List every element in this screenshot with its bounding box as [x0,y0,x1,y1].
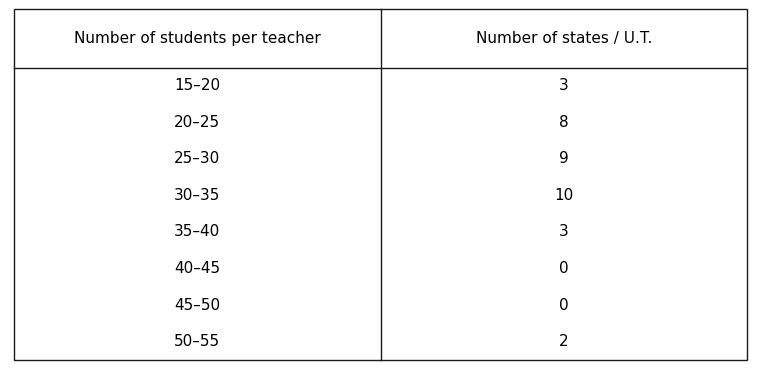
Text: 30–35: 30–35 [174,188,220,203]
Text: 0: 0 [559,297,568,313]
Text: 8: 8 [559,115,568,130]
Text: 25–30: 25–30 [174,151,220,166]
Text: 2: 2 [559,334,568,349]
Text: 0: 0 [559,261,568,276]
Text: 9: 9 [559,151,568,166]
Text: 3: 3 [559,78,568,93]
Text: 10: 10 [554,188,574,203]
Text: Number of states / U.T.: Number of states / U.T. [476,31,652,46]
Text: 35–40: 35–40 [174,224,220,239]
Text: Number of students per teacher: Number of students per teacher [74,31,320,46]
Text: 15–20: 15–20 [174,78,220,93]
Text: 20–25: 20–25 [174,115,220,130]
Text: 3: 3 [559,224,568,239]
Text: 45–50: 45–50 [174,297,220,313]
Text: 50–55: 50–55 [174,334,220,349]
Text: 40–45: 40–45 [174,261,220,276]
